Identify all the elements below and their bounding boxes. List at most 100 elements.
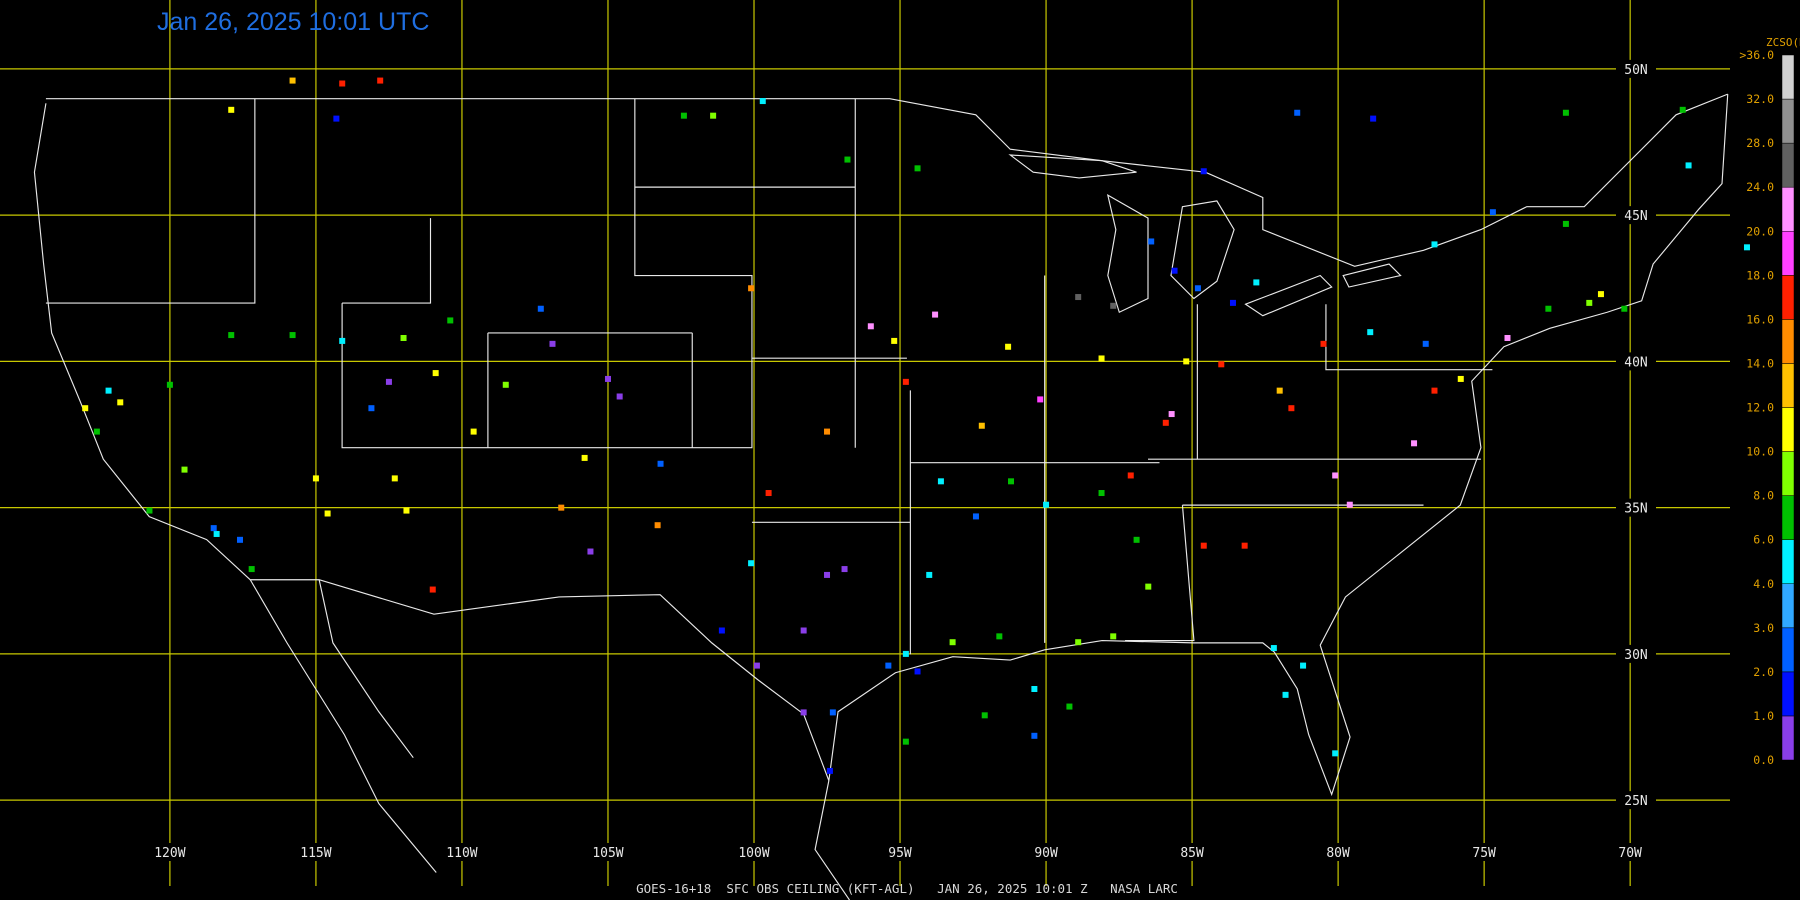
station [1075, 294, 1082, 301]
latitude-label: 25N [1624, 794, 1647, 809]
station [587, 548, 594, 555]
latitude-label: 30N [1624, 648, 1647, 663]
station [432, 370, 439, 377]
station [1218, 361, 1225, 368]
station [1127, 472, 1134, 479]
colorbar-swatch [1781, 98, 1795, 144]
longitude-label: 100W [738, 846, 769, 861]
mexico-coast [249, 579, 850, 900]
label-bg [732, 843, 777, 861]
station [146, 507, 153, 514]
station [82, 405, 89, 412]
station [1037, 396, 1044, 403]
station [1346, 501, 1353, 508]
station [1200, 168, 1207, 175]
station [581, 454, 588, 461]
station [1332, 750, 1339, 757]
station [333, 115, 340, 122]
station [228, 106, 235, 113]
station [914, 165, 921, 172]
colorbar-swatch [1781, 186, 1795, 232]
station [1679, 106, 1686, 113]
station [902, 650, 909, 657]
station [1545, 305, 1552, 312]
station [1110, 302, 1117, 309]
station [841, 566, 848, 573]
colorbar-label: 14.0 [1746, 356, 1774, 370]
station [1031, 732, 1038, 739]
station [181, 466, 188, 473]
longitude-label: 70W [1618, 846, 1642, 861]
colorbar-swatch [1781, 627, 1795, 673]
stations [82, 77, 1750, 774]
colorbar-label: 1.0 [1753, 709, 1774, 723]
label-bg [585, 843, 630, 861]
station [1270, 645, 1277, 652]
colorbar-label: 0.0 [1753, 753, 1774, 767]
colorbar-label: 28.0 [1746, 136, 1774, 150]
longitude-label: 105W [592, 846, 623, 861]
station [891, 337, 898, 344]
station [1294, 109, 1301, 116]
station [1288, 405, 1295, 412]
station [1411, 440, 1418, 447]
longitude-label: 110W [446, 846, 477, 861]
label-bg [878, 843, 923, 861]
colorbar-label: 8.0 [1753, 489, 1774, 503]
great-lakes [1008, 154, 1402, 317]
colorbar-label: 4.0 [1753, 577, 1774, 591]
colorbar-swatch [1781, 142, 1795, 188]
label-bg [1170, 843, 1215, 861]
station [1162, 419, 1169, 426]
longitude-label: 85W [1180, 846, 1204, 861]
colorbar-label: 32.0 [1746, 92, 1774, 106]
station [368, 405, 375, 412]
colorbar-swatch [1781, 363, 1795, 408]
station [248, 566, 255, 573]
colorbar-swatch [1781, 54, 1795, 100]
station [166, 381, 173, 388]
map-title: Jan 26, 2025 10:01 UTC [157, 8, 429, 36]
colorbar-swatch [1781, 671, 1795, 717]
station [403, 507, 410, 514]
station [312, 475, 319, 482]
station [829, 709, 836, 716]
station [324, 510, 331, 517]
station [1005, 343, 1012, 350]
latitude-label: 45N [1624, 209, 1647, 224]
station [824, 428, 831, 435]
station [1597, 291, 1604, 298]
label-bg [1616, 498, 1656, 517]
station [502, 381, 509, 388]
station [447, 317, 454, 324]
colorbar-label: 24.0 [1746, 180, 1774, 194]
colorbar-swatch [1781, 495, 1795, 540]
station [558, 504, 565, 511]
station [1229, 299, 1236, 306]
label-bg [1462, 843, 1507, 861]
latitude-label: 40N [1624, 355, 1647, 370]
latitude-label: 50N [1624, 63, 1647, 78]
label-bg [1316, 843, 1361, 861]
station [339, 337, 346, 344]
station [1194, 285, 1201, 292]
station [1253, 279, 1260, 286]
station [339, 80, 346, 87]
station [902, 378, 909, 385]
coastlines [33, 93, 1729, 900]
station [604, 375, 611, 382]
station [978, 422, 985, 429]
colorbar-swatch [1781, 451, 1795, 496]
station [1066, 703, 1073, 710]
station [1621, 305, 1628, 312]
station [1200, 542, 1207, 549]
station [228, 332, 235, 339]
station [400, 334, 407, 341]
station [867, 323, 874, 330]
station [1685, 162, 1692, 169]
label-bg [1616, 791, 1656, 810]
colorbar-label: >36.0 [1739, 48, 1774, 62]
station [429, 586, 436, 593]
